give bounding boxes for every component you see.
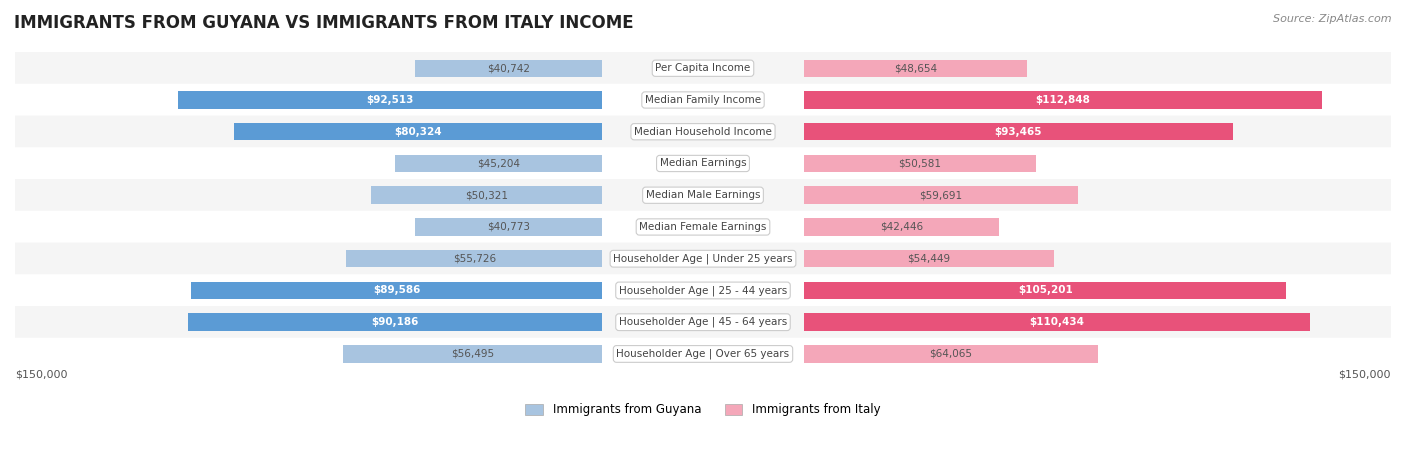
Bar	[343, 345, 602, 363]
Bar	[804, 91, 1322, 109]
Text: $50,321: $50,321	[465, 190, 508, 200]
FancyBboxPatch shape	[15, 52, 1391, 85]
Text: Householder Age | Under 25 years: Householder Age | Under 25 years	[613, 254, 793, 264]
Bar	[346, 250, 602, 268]
Text: $92,513: $92,513	[366, 95, 413, 105]
Text: Householder Age | 45 - 64 years: Householder Age | 45 - 64 years	[619, 317, 787, 327]
Legend: Immigrants from Guyana, Immigrants from Italy: Immigrants from Guyana, Immigrants from …	[520, 399, 886, 421]
FancyBboxPatch shape	[15, 274, 1391, 307]
Bar	[371, 186, 602, 204]
Text: IMMIGRANTS FROM GUYANA VS IMMIGRANTS FROM ITALY INCOME: IMMIGRANTS FROM GUYANA VS IMMIGRANTS FRO…	[14, 14, 634, 32]
Bar	[415, 218, 602, 236]
Text: Median Female Earnings: Median Female Earnings	[640, 222, 766, 232]
Text: $90,186: $90,186	[371, 317, 419, 327]
Bar	[804, 59, 1026, 77]
Bar	[804, 345, 1098, 363]
FancyBboxPatch shape	[15, 211, 1391, 243]
Text: $48,654: $48,654	[894, 63, 936, 73]
Text: Median Family Income: Median Family Income	[645, 95, 761, 105]
Text: $110,434: $110,434	[1029, 317, 1084, 327]
Text: $45,204: $45,204	[477, 158, 520, 169]
Text: $105,201: $105,201	[1018, 285, 1073, 296]
FancyBboxPatch shape	[15, 84, 1391, 116]
Bar	[804, 155, 1036, 172]
Text: $56,495: $56,495	[451, 349, 494, 359]
FancyBboxPatch shape	[15, 306, 1391, 339]
Text: $64,065: $64,065	[929, 349, 973, 359]
Text: $40,773: $40,773	[486, 222, 530, 232]
FancyBboxPatch shape	[15, 338, 1391, 370]
Bar	[804, 218, 998, 236]
Text: Householder Age | Over 65 years: Householder Age | Over 65 years	[616, 349, 790, 359]
Bar	[233, 123, 602, 141]
Text: $150,000: $150,000	[15, 370, 67, 380]
Bar	[804, 250, 1053, 268]
Bar	[804, 282, 1286, 299]
Text: Source: ZipAtlas.com: Source: ZipAtlas.com	[1274, 14, 1392, 24]
Text: Median Earnings: Median Earnings	[659, 158, 747, 169]
FancyBboxPatch shape	[15, 179, 1391, 212]
Text: $55,726: $55,726	[453, 254, 496, 264]
Bar	[415, 59, 602, 77]
FancyBboxPatch shape	[15, 147, 1391, 180]
Bar	[191, 282, 602, 299]
Text: $59,691: $59,691	[920, 190, 962, 200]
Text: $50,581: $50,581	[898, 158, 942, 169]
FancyBboxPatch shape	[15, 115, 1391, 148]
Bar	[188, 313, 602, 331]
Text: Median Household Income: Median Household Income	[634, 127, 772, 137]
Bar	[804, 313, 1310, 331]
Text: Per Capita Income: Per Capita Income	[655, 63, 751, 73]
Text: $80,324: $80,324	[394, 127, 441, 137]
Bar	[804, 123, 1233, 141]
Bar	[395, 155, 602, 172]
Text: $54,449: $54,449	[907, 254, 950, 264]
Text: $89,586: $89,586	[373, 285, 420, 296]
FancyBboxPatch shape	[15, 242, 1391, 275]
Text: $42,446: $42,446	[880, 222, 922, 232]
Text: Householder Age | 25 - 44 years: Householder Age | 25 - 44 years	[619, 285, 787, 296]
Text: $150,000: $150,000	[1339, 370, 1391, 380]
Text: $112,848: $112,848	[1035, 95, 1090, 105]
Text: $93,465: $93,465	[994, 127, 1042, 137]
Text: $40,742: $40,742	[486, 63, 530, 73]
Text: Median Male Earnings: Median Male Earnings	[645, 190, 761, 200]
Bar	[177, 91, 602, 109]
Bar	[804, 186, 1077, 204]
